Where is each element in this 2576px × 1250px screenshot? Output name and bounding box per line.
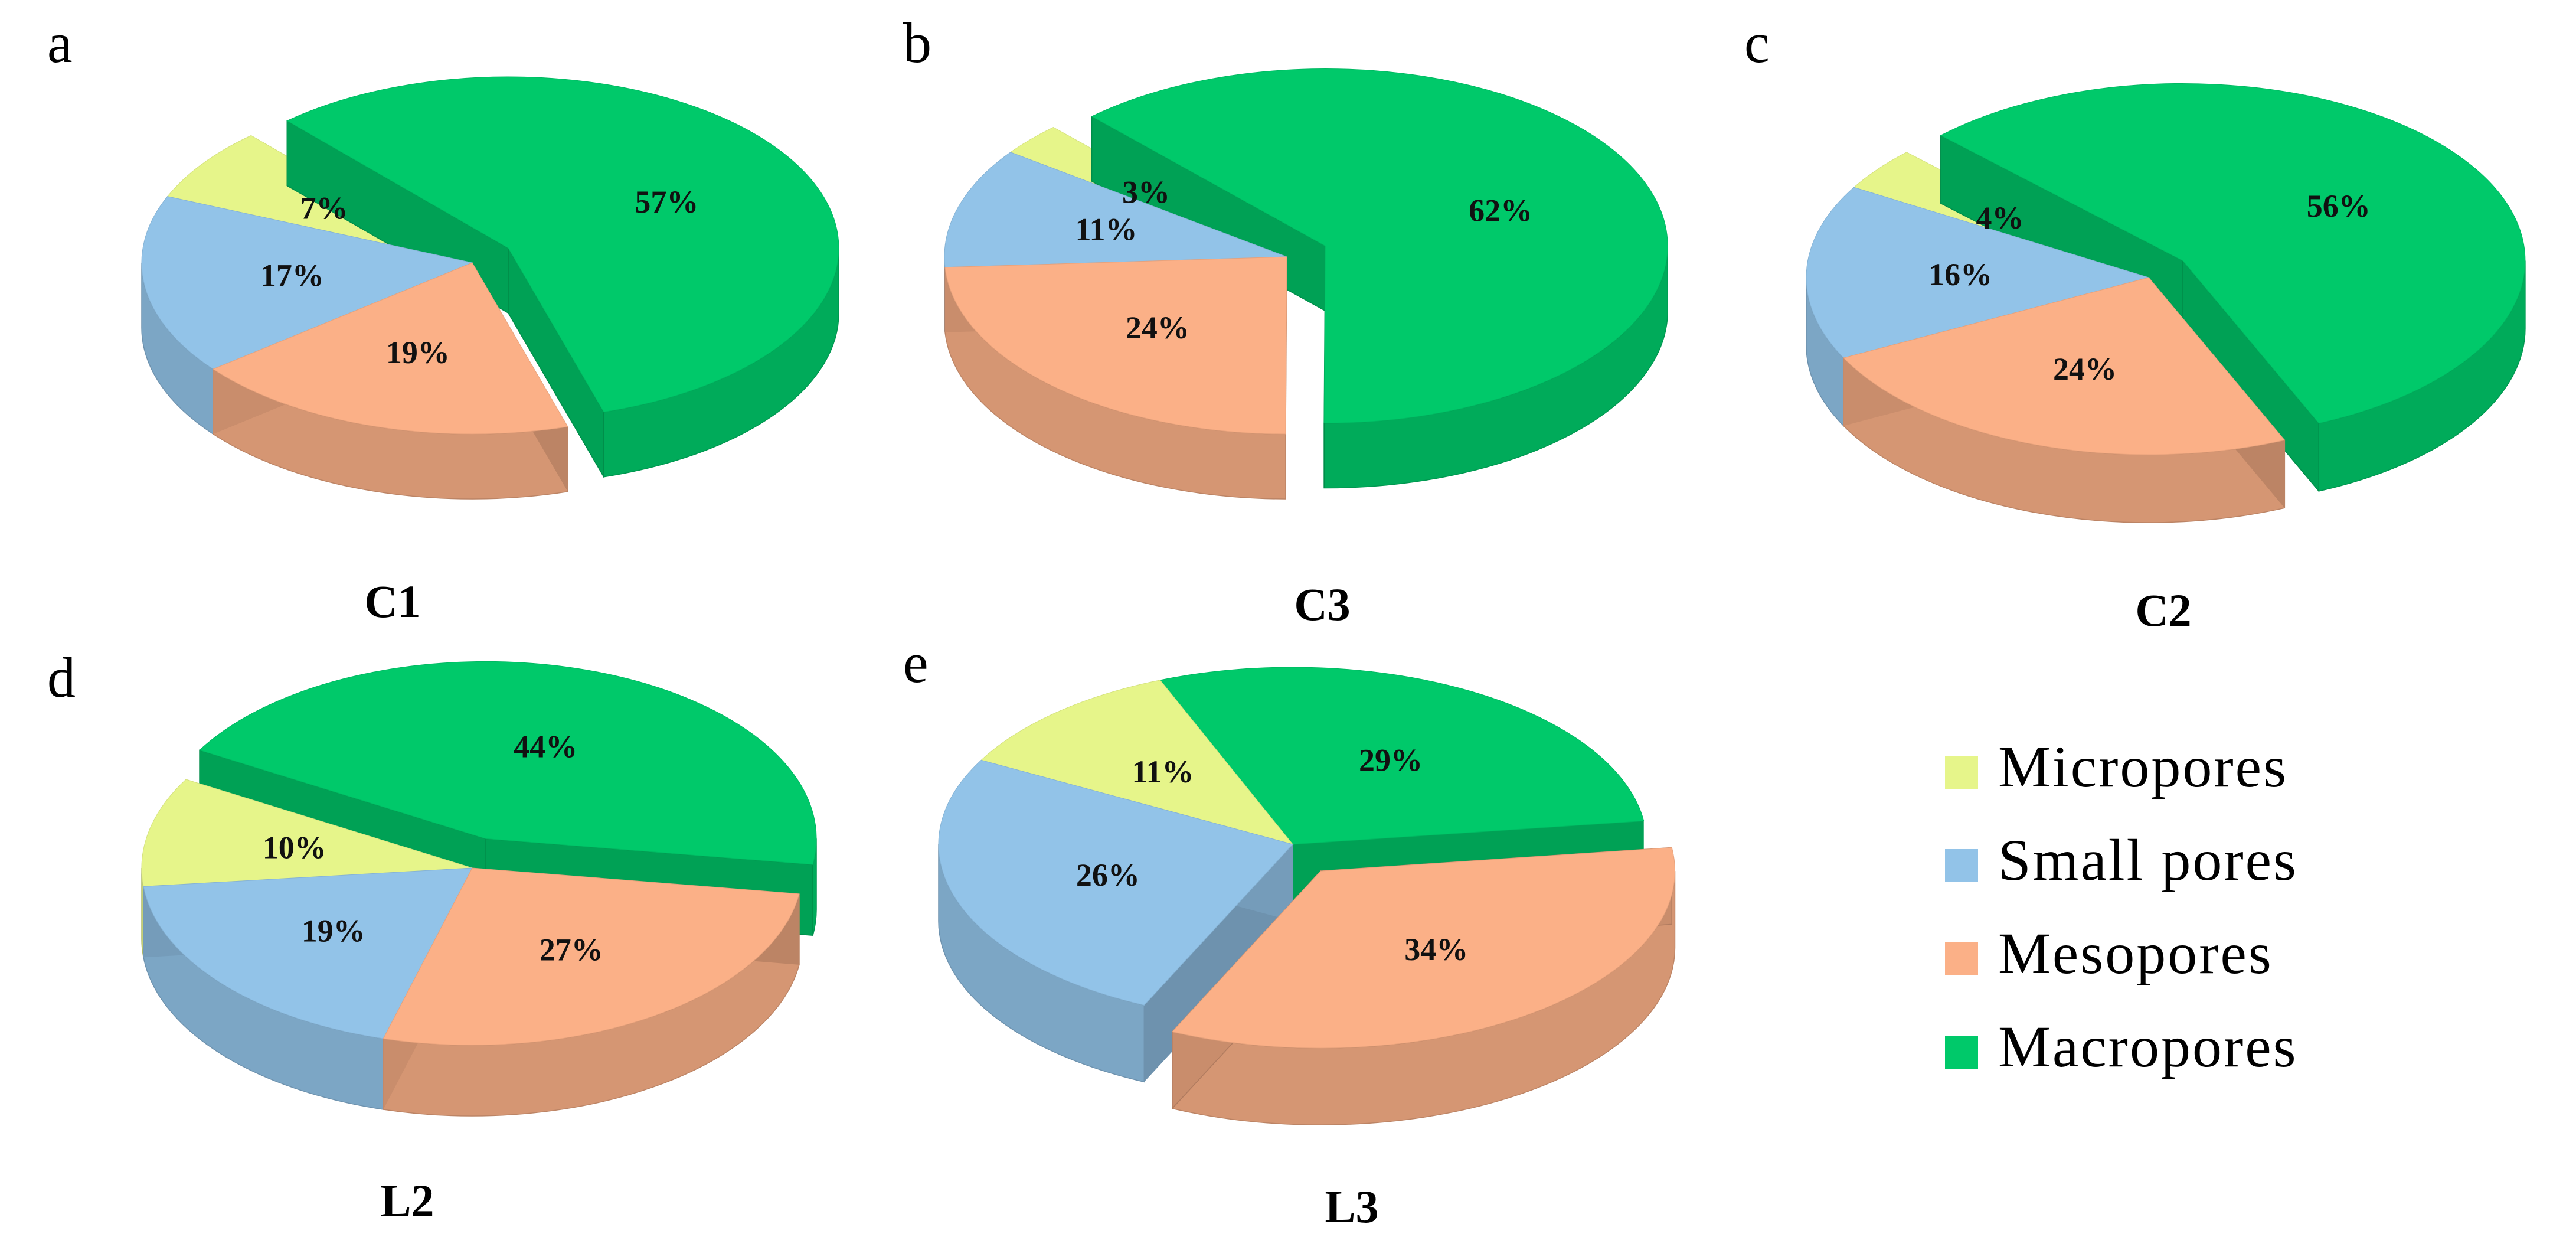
pie-top-small	[1806, 187, 2150, 358]
pie-top-small	[143, 867, 473, 1039]
chart-title-a: C1	[364, 576, 420, 627]
pie-slice-d-meso	[383, 867, 800, 1117]
pie-top-small	[938, 759, 1293, 1006]
slice-label-b-meso: 24%	[1126, 310, 1189, 345]
slice-label-d-micro: 10%	[263, 830, 326, 866]
pie-top-macro	[1159, 667, 1645, 845]
legend-swatch-small	[1945, 849, 1978, 882]
pie-chart-c: c 4% 16% 24% 56% C2	[1744, 11, 2526, 636]
pie-top-meso	[213, 262, 568, 435]
slice-label-d-macro: 44%	[514, 729, 577, 765]
pie-top-meso	[383, 867, 800, 1046]
panel-letter-b: b	[903, 11, 931, 74]
pie-slice-a-meso	[213, 262, 568, 500]
chart-title-c: C2	[2135, 585, 2191, 636]
slice-label-a-meso: 19%	[386, 335, 450, 370]
chart-title-d: L2	[380, 1175, 434, 1226]
pie-top-small	[141, 196, 473, 370]
legend-swatch-macro	[1945, 1036, 1978, 1069]
pie-chart-d: d 10% 19% 27% 44% L2	[47, 646, 817, 1226]
pie-chart-a: a 7% 17% 19% 57% C1	[47, 11, 839, 627]
pie-top-macro	[199, 661, 817, 865]
slice-label-c-micro: 4%	[1976, 200, 2023, 236]
legend-swatch-meso	[1945, 942, 1978, 975]
pie-top-macro	[1940, 83, 2526, 424]
slice-label-a-small: 17%	[260, 258, 324, 293]
slice-label-b-macro: 62%	[1469, 192, 1532, 228]
slice-label-c-macro: 56%	[2307, 188, 2371, 224]
legend-swatch-micro	[1945, 756, 1978, 789]
slice-label-d-small: 19%	[302, 913, 365, 949]
slice-label-d-meso: 27%	[540, 932, 603, 967]
chart-title-e: L3	[1325, 1181, 1378, 1232]
pie-slice-e-meso	[1171, 847, 1676, 1125]
slice-label-a-micro: 7%	[300, 191, 348, 226]
pie-chart-b: b 3%11% 24% 62% C3	[903, 11, 1668, 630]
pie-top-micro	[980, 680, 1294, 845]
pie-slice-c-meso	[1843, 277, 2286, 523]
slice-label-e-meso: 34%	[1404, 932, 1468, 967]
legend-label-macro: Macropores	[1998, 1014, 2298, 1079]
slice-label-b-micro: 3%	[1122, 174, 1170, 210]
pie-chart-e: e 11% 26% 34% 29% L3	[903, 631, 1676, 1232]
pie-charts: a7%17%19%57%C1b3%11%24%62%C3c4%16%24%56%…	[47, 11, 2526, 1232]
slice-label-e-small: 26%	[1076, 857, 1140, 893]
pie-top-meso	[1171, 847, 1675, 1049]
slice-label-c-meso: 24%	[2053, 351, 2117, 387]
pie-top-micro	[141, 779, 473, 887]
chart-title-b: C3	[1294, 579, 1350, 630]
panel-letter-a: a	[47, 11, 73, 74]
panel-letter-d: d	[47, 646, 76, 709]
slice-label-c-small: 16%	[1928, 257, 1992, 292]
legend: Micropores Small pores Mesopores Macropore…	[1945, 734, 2298, 1079]
slice-label-b-small: 11%	[1075, 211, 1137, 247]
panel-letter-e: e	[903, 631, 929, 694]
pie-slice-b-meso	[944, 256, 1287, 500]
slice-label-a-macro: 57%	[635, 184, 698, 220]
pie-top-macro	[286, 76, 839, 413]
slice-label-e-macro: 29%	[1359, 742, 1423, 778]
pie-top-macro	[1091, 68, 1668, 424]
legend-label-meso: Mesopores	[1998, 921, 2273, 986]
pie-top-meso	[944, 256, 1287, 435]
legend-label-micro: Micropores	[1998, 734, 2288, 799]
legend-label-small: Small pores	[1998, 827, 2298, 893]
pie-top-small	[944, 152, 1287, 268]
panel-letter-c: c	[1744, 11, 1770, 74]
slice-label-e-micro: 11%	[1132, 754, 1194, 789]
pie-top-meso	[1843, 277, 2286, 455]
